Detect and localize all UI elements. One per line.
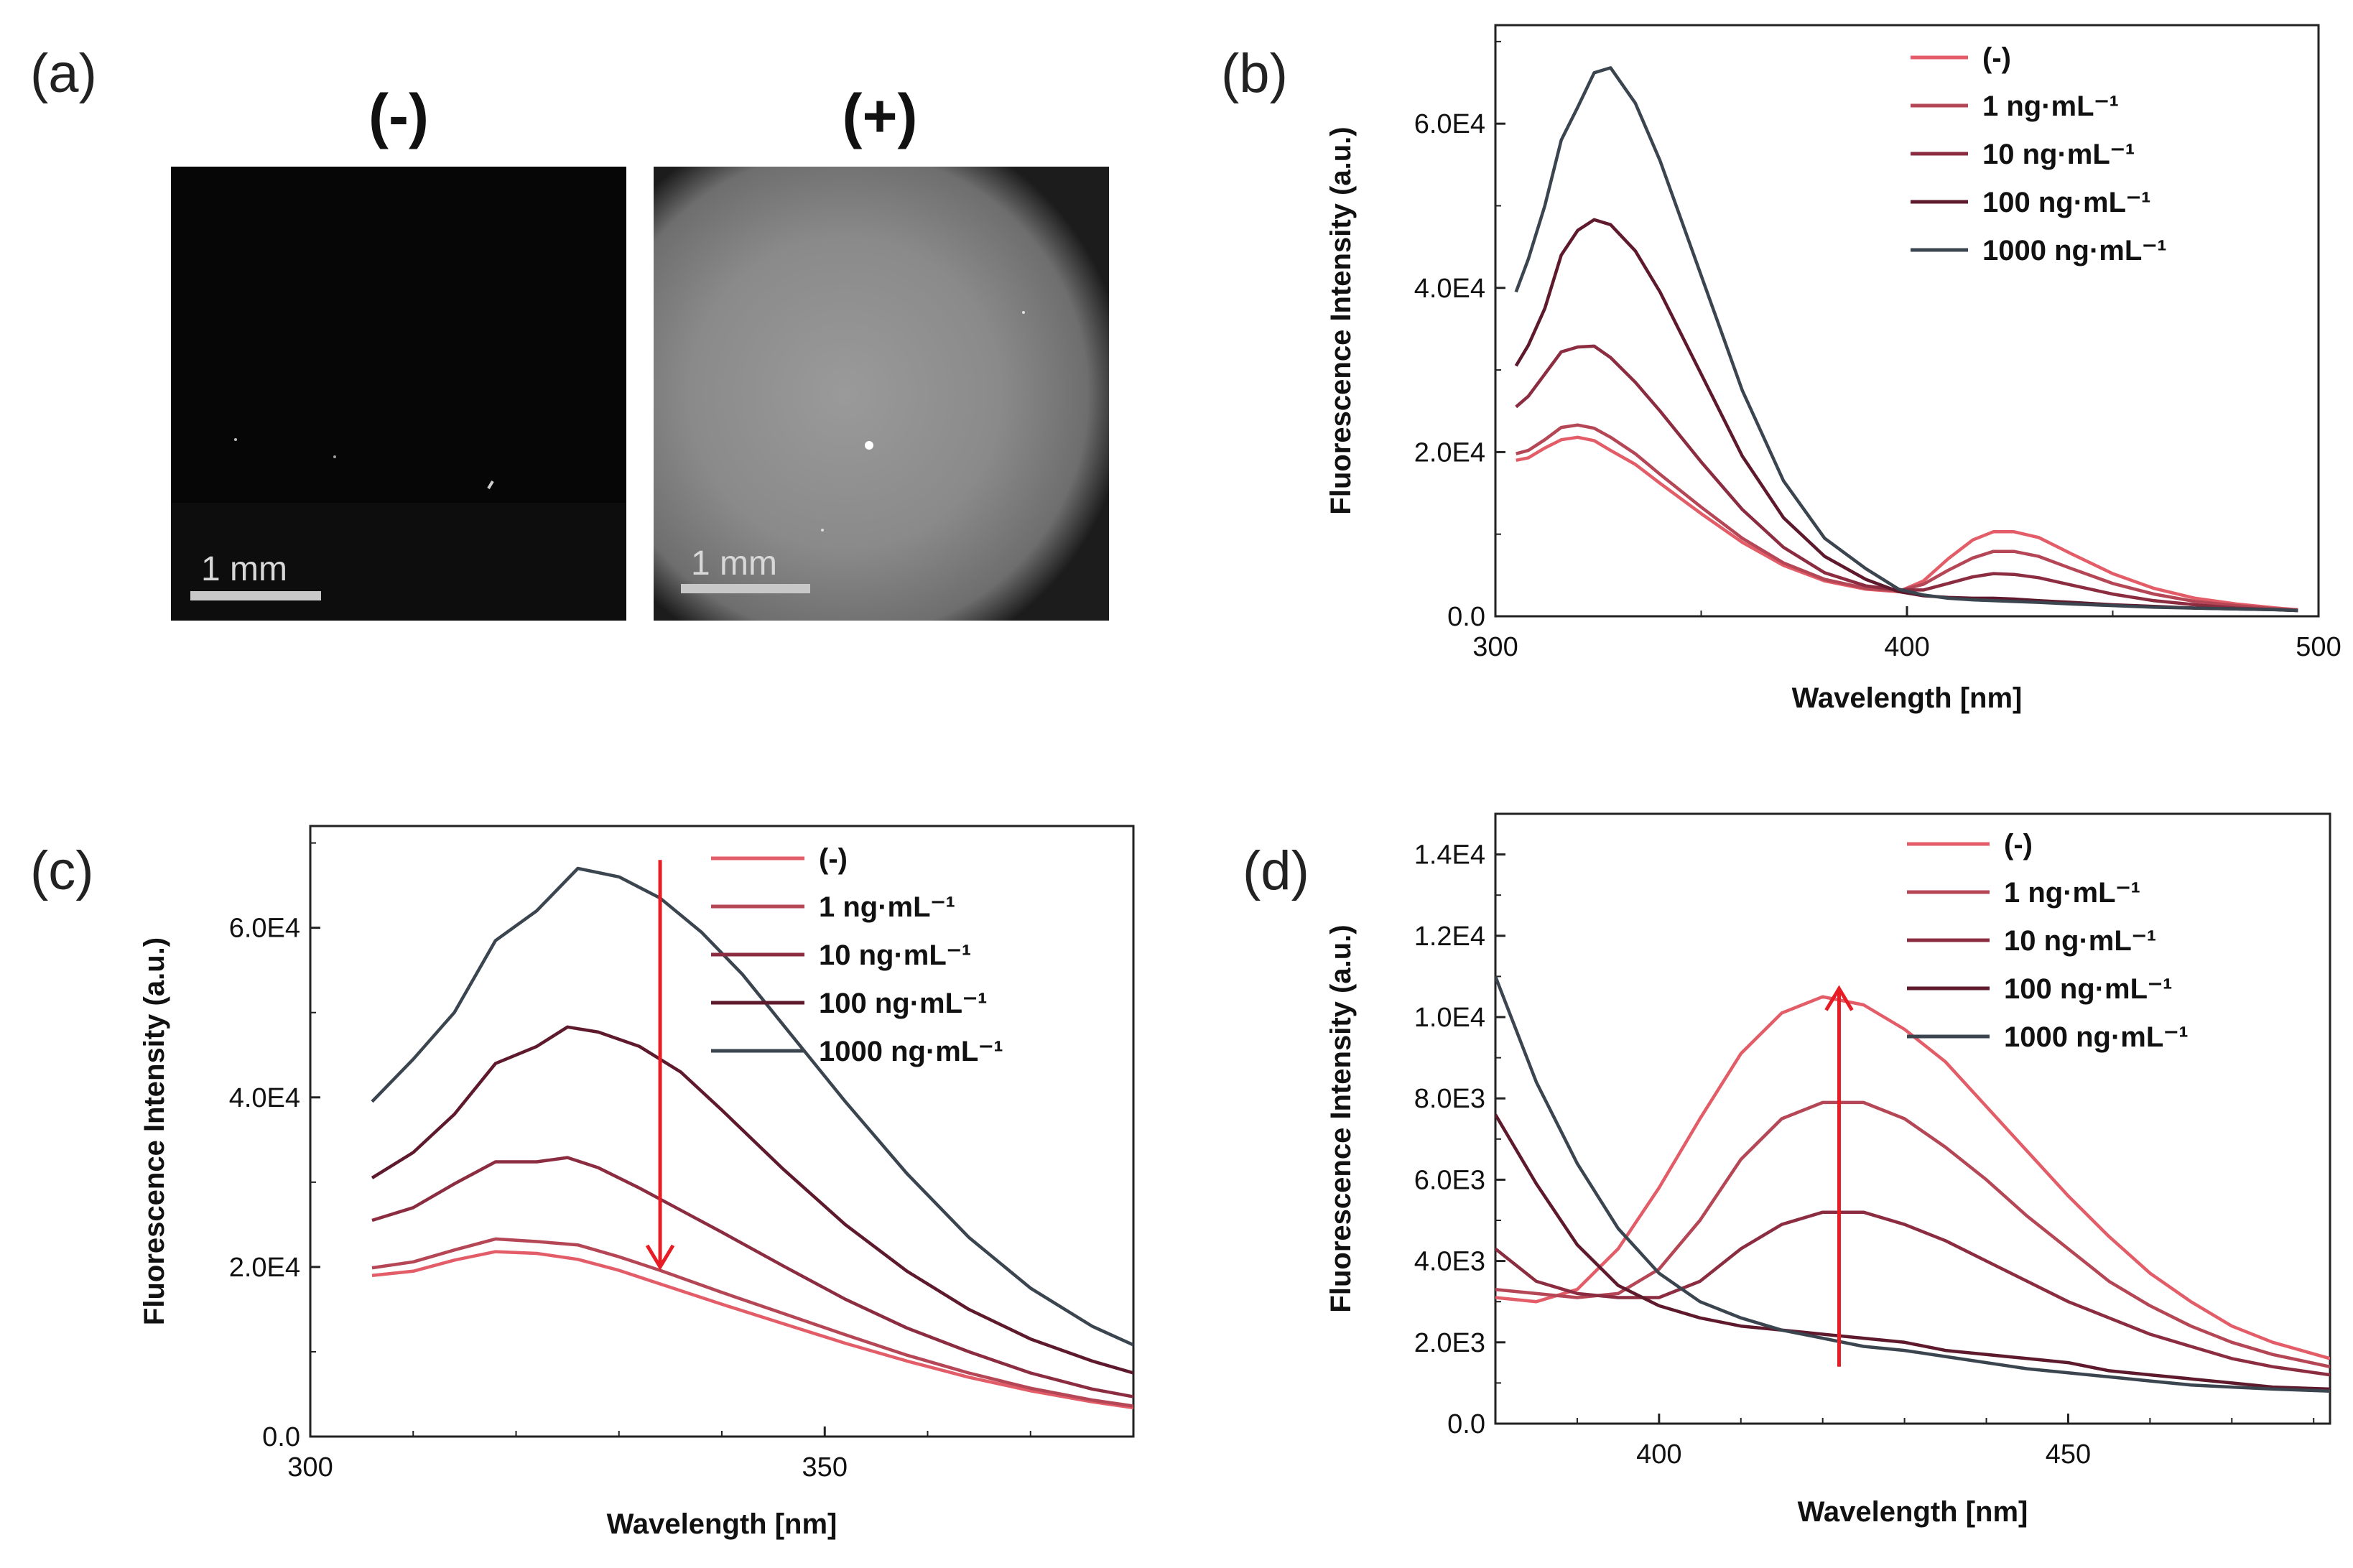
legend-label-0: (-) [1982, 42, 2011, 74]
y-tick-label: 1.4E4 [1414, 840, 1485, 871]
legend-label-3: 100 ng·mL⁻¹ [819, 988, 987, 1019]
scale-label-positive: 1 mm [691, 544, 777, 583]
legend-label-2: 10 ng·mL⁻¹ [819, 940, 971, 971]
x-axis-label: Wavelength [nm] [607, 1508, 837, 1540]
series-line-3 [371, 1025, 1133, 1375]
series-line-3 [1514, 218, 2298, 613]
series-group [1495, 975, 2330, 1393]
x-tick-label: 400 [1884, 632, 1929, 662]
x-tick-label: 350 [802, 1452, 848, 1483]
y-tick-label: 1.0E4 [1414, 1003, 1485, 1033]
x-axis-label: Wavelength [nm] [1792, 682, 2023, 714]
y-tick-label: 6.0E4 [229, 914, 300, 944]
legend-label-2: 10 ng·mL⁻¹ [1982, 139, 2135, 170]
series-line-0 [371, 1250, 1133, 1410]
legend-label-1: 1 ng·mL⁻¹ [2004, 877, 2140, 909]
y-tick-label: 6.0E4 [1414, 109, 1485, 139]
legend-label-0: (-) [819, 843, 848, 875]
series-group [371, 866, 1133, 1410]
micrograph-negative: 1 mm [171, 167, 626, 621]
series-line-0 [1495, 995, 2330, 1360]
panel-label-a: (a) [30, 43, 97, 104]
y-tick-label: 2.0E4 [229, 1253, 300, 1283]
y-tick-label: 4.0E4 [229, 1083, 300, 1113]
x-tick-label: 500 [2296, 632, 2341, 662]
series-line-2 [1515, 344, 2298, 613]
plot-frame [1494, 24, 2320, 618]
legend-label-0: (-) [2004, 829, 2033, 860]
series-line-0 [1516, 435, 2298, 612]
micrograph-positive: 1 mm [654, 167, 1109, 621]
series-line-4 [371, 866, 1133, 1347]
y-tick-label: 2.0E3 [1414, 1328, 1485, 1358]
chart-panel-d: 0.0 2.0E3 4.0E3 6.0E3 8.0E3 1.0E4 1.2E4 1.4E4 40… [1325, 812, 2331, 1528]
y-axis-label: Fluorescence Intensity (a.u.) [1325, 126, 1357, 514]
legend-label-1: 1 ng·mL⁻¹ [819, 891, 955, 923]
y-tick-label: 2.0E4 [1414, 437, 1485, 468]
scale-bar-negative [190, 591, 321, 600]
series-line-2 [1495, 1210, 2330, 1377]
y-tick-label: 0.0 [1447, 1409, 1485, 1439]
scale-label-negative: 1 mm [201, 550, 287, 588]
chart-panel-b: 0.0 2.0E4 4.0E4 6.0E4 300 400 500 Wavelength [n… [1325, 24, 2342, 714]
series-line-4 [1495, 975, 2330, 1393]
scale-bar-positive [681, 584, 810, 593]
panel-label-d: (d) [1243, 840, 1309, 901]
y-tick-label: 0.0 [262, 1422, 300, 1452]
y-axis-label: Fluorescence Intensity (a.u.) [139, 937, 170, 1325]
x-axis-label: Wavelength [nm] [1798, 1496, 2028, 1528]
series-line-1 [371, 1237, 1133, 1408]
trend-arrow-head [1824, 985, 1854, 1011]
image-title-negative: (-) [368, 82, 429, 149]
legend-label-4: 1000 ng·mL⁻¹ [1982, 235, 2167, 266]
series-line-4 [1514, 66, 2298, 613]
legend-label-1: 1 ng·mL⁻¹ [1982, 91, 2119, 122]
trend-arrow-head [645, 1244, 675, 1271]
y-axis-label: Fluorescence Intensity (a.u.) [1325, 924, 1357, 1312]
x-tick-label: 450 [2046, 1439, 2091, 1470]
x-tick-label: 300 [287, 1452, 333, 1483]
panel-label-c: (c) [30, 840, 94, 901]
panel-label-b: (b) [1221, 43, 1288, 104]
legend-label-3: 100 ng·mL⁻¹ [1982, 187, 2150, 218]
plot-frame [1494, 812, 2331, 1425]
chart-panel-c: 0.0 2.0E4 4.0E4 6.0E4 300 350 Wavelength [nm] F… [139, 825, 1135, 1540]
series-line-2 [371, 1156, 1133, 1398]
legend-label-4: 1000 ng·mL⁻¹ [819, 1036, 1003, 1067]
legend-label-2: 10 ng·mL⁻¹ [2004, 925, 2156, 957]
x-tick-label: 300 [1472, 632, 1518, 662]
x-tick-label: 400 [1636, 1439, 1681, 1470]
y-tick-label: 0.0 [1447, 602, 1485, 632]
legend-label-4: 1000 ng·mL⁻¹ [2004, 1021, 2189, 1053]
image-title-positive: (+) [843, 82, 918, 149]
y-tick-label: 6.0E3 [1414, 1165, 1485, 1195]
series-line-1 [1495, 1100, 2330, 1369]
series-line-3 [1495, 1113, 2330, 1391]
y-tick-label: 1.2E4 [1414, 922, 1485, 952]
y-tick-label: 4.0E3 [1414, 1247, 1485, 1277]
series-line-1 [1516, 423, 2298, 612]
series-group [1514, 66, 2298, 613]
legend-label-3: 100 ng·mL⁻¹ [2004, 973, 2172, 1005]
y-tick-label: 4.0E4 [1414, 274, 1485, 304]
y-tick-label: 8.0E3 [1414, 1084, 1485, 1114]
